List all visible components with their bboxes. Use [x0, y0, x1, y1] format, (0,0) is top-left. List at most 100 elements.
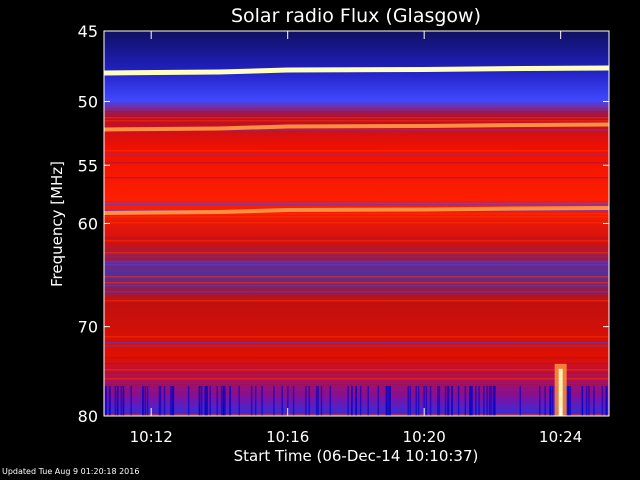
spectrogram-row	[104, 213, 609, 215]
interference-streak	[261, 386, 263, 416]
interference-streak	[250, 386, 253, 416]
interference-streak	[451, 386, 453, 416]
update-timestamp: Updated Tue Aug 9 01:20:18 2016	[2, 467, 140, 476]
interference-streak	[187, 386, 190, 416]
emission-band	[104, 205, 609, 215]
x-tick-label: 10:12	[130, 428, 173, 446]
emission-bands	[104, 65, 609, 215]
y-tick-label: 55	[78, 156, 98, 175]
interference-streak	[204, 386, 207, 416]
x-tick-label: 10:16	[266, 428, 309, 446]
spectrogram-row	[104, 285, 609, 287]
emission-band	[104, 65, 609, 76]
interference-streak	[159, 386, 162, 416]
interference-streak	[438, 386, 441, 416]
interference-streak	[478, 386, 480, 416]
spectrogram-row	[104, 357, 609, 359]
interference-streak	[488, 386, 491, 416]
interference-streak	[425, 386, 428, 416]
interference-streak	[308, 386, 310, 416]
interference-streak	[492, 386, 495, 416]
interference-streak	[287, 386, 289, 416]
interference-streak	[387, 386, 390, 416]
spectrogram-row	[104, 120, 609, 122]
interference-streak	[471, 386, 473, 416]
spectrogram-row	[104, 111, 609, 113]
interference-streak	[206, 386, 208, 416]
interference-streak	[569, 386, 572, 416]
interference-streak	[281, 386, 283, 416]
interference-streak	[317, 386, 319, 416]
spectrogram-row	[104, 258, 609, 260]
interference-streak	[114, 386, 117, 416]
interference-streak	[216, 386, 219, 416]
y-axis: 45 50 55 60 70 80	[78, 22, 609, 426]
spectrogram-row	[104, 162, 609, 164]
interference-streak	[120, 386, 123, 416]
spectrogram-row	[104, 369, 609, 371]
interference-streak	[519, 386, 522, 416]
spectrogram-row	[104, 150, 609, 152]
interference-streak	[305, 386, 307, 416]
interference-streak	[409, 386, 412, 416]
spectrogram-row	[104, 291, 609, 293]
interference-streak	[585, 386, 588, 416]
interference-streak	[170, 386, 172, 416]
spectrogram-row	[104, 300, 609, 302]
spectrogram-row	[104, 372, 609, 374]
spectrogram-row	[104, 240, 609, 242]
burst-peak	[558, 368, 563, 416]
interference-streak	[469, 386, 472, 416]
interference-streak	[146, 386, 149, 416]
spectrogram-rows	[104, 111, 609, 416]
chart-title: Solar radio Flux (Glasgow)	[231, 5, 481, 27]
interference-streak	[457, 386, 460, 416]
y-tick-label: 45	[78, 22, 98, 41]
spectrogram-row	[104, 153, 609, 155]
interference-streak	[198, 386, 201, 416]
spectrogram-row	[104, 201, 609, 203]
interference-streak	[238, 386, 240, 416]
y-tick-label: 60	[78, 215, 98, 234]
interference-streak	[108, 386, 111, 416]
spectrogram-row	[104, 384, 609, 386]
interference-streak	[429, 386, 432, 416]
interference-streak	[172, 386, 175, 416]
interference-streak	[417, 386, 420, 416]
spectrogram-row	[104, 216, 609, 218]
interference-streak	[606, 386, 608, 416]
interference-streak	[581, 386, 584, 416]
spectrogram-row	[104, 342, 609, 344]
x-tick-label: 10:20	[403, 428, 446, 446]
x-axis-label: Start Time (06-Dec-14 10:10:37)	[234, 447, 479, 465]
interference-streak	[292, 386, 295, 416]
interference-streak	[224, 386, 226, 416]
interference-streak	[209, 386, 212, 416]
spectrogram-row	[104, 177, 609, 179]
interference-streak	[359, 386, 362, 416]
interference-streak	[347, 386, 349, 416]
spectrogram-row	[104, 276, 609, 278]
interference-streak	[273, 386, 275, 416]
spectrogram-row	[104, 129, 609, 131]
interference-streak	[549, 386, 552, 416]
interference-streak	[389, 386, 391, 416]
spectrogram-row	[104, 117, 609, 119]
interference-streak	[122, 386, 125, 416]
interference-streak	[355, 386, 357, 416]
interference-streak	[163, 386, 166, 416]
spectrogram-row	[104, 378, 609, 380]
interference-streak	[483, 386, 485, 416]
y-axis-label: Frequency [MHz]	[48, 161, 66, 287]
interference-streak	[385, 386, 387, 416]
interference-streak	[200, 386, 203, 416]
interference-streak	[158, 386, 161, 416]
interference-streak	[566, 386, 568, 416]
spectrogram-row	[104, 282, 609, 284]
interference-streak	[367, 386, 369, 416]
interference-streak	[437, 386, 439, 416]
spectrogram-row	[104, 336, 609, 338]
interference-streak	[329, 386, 332, 416]
interference-streak	[105, 386, 107, 416]
